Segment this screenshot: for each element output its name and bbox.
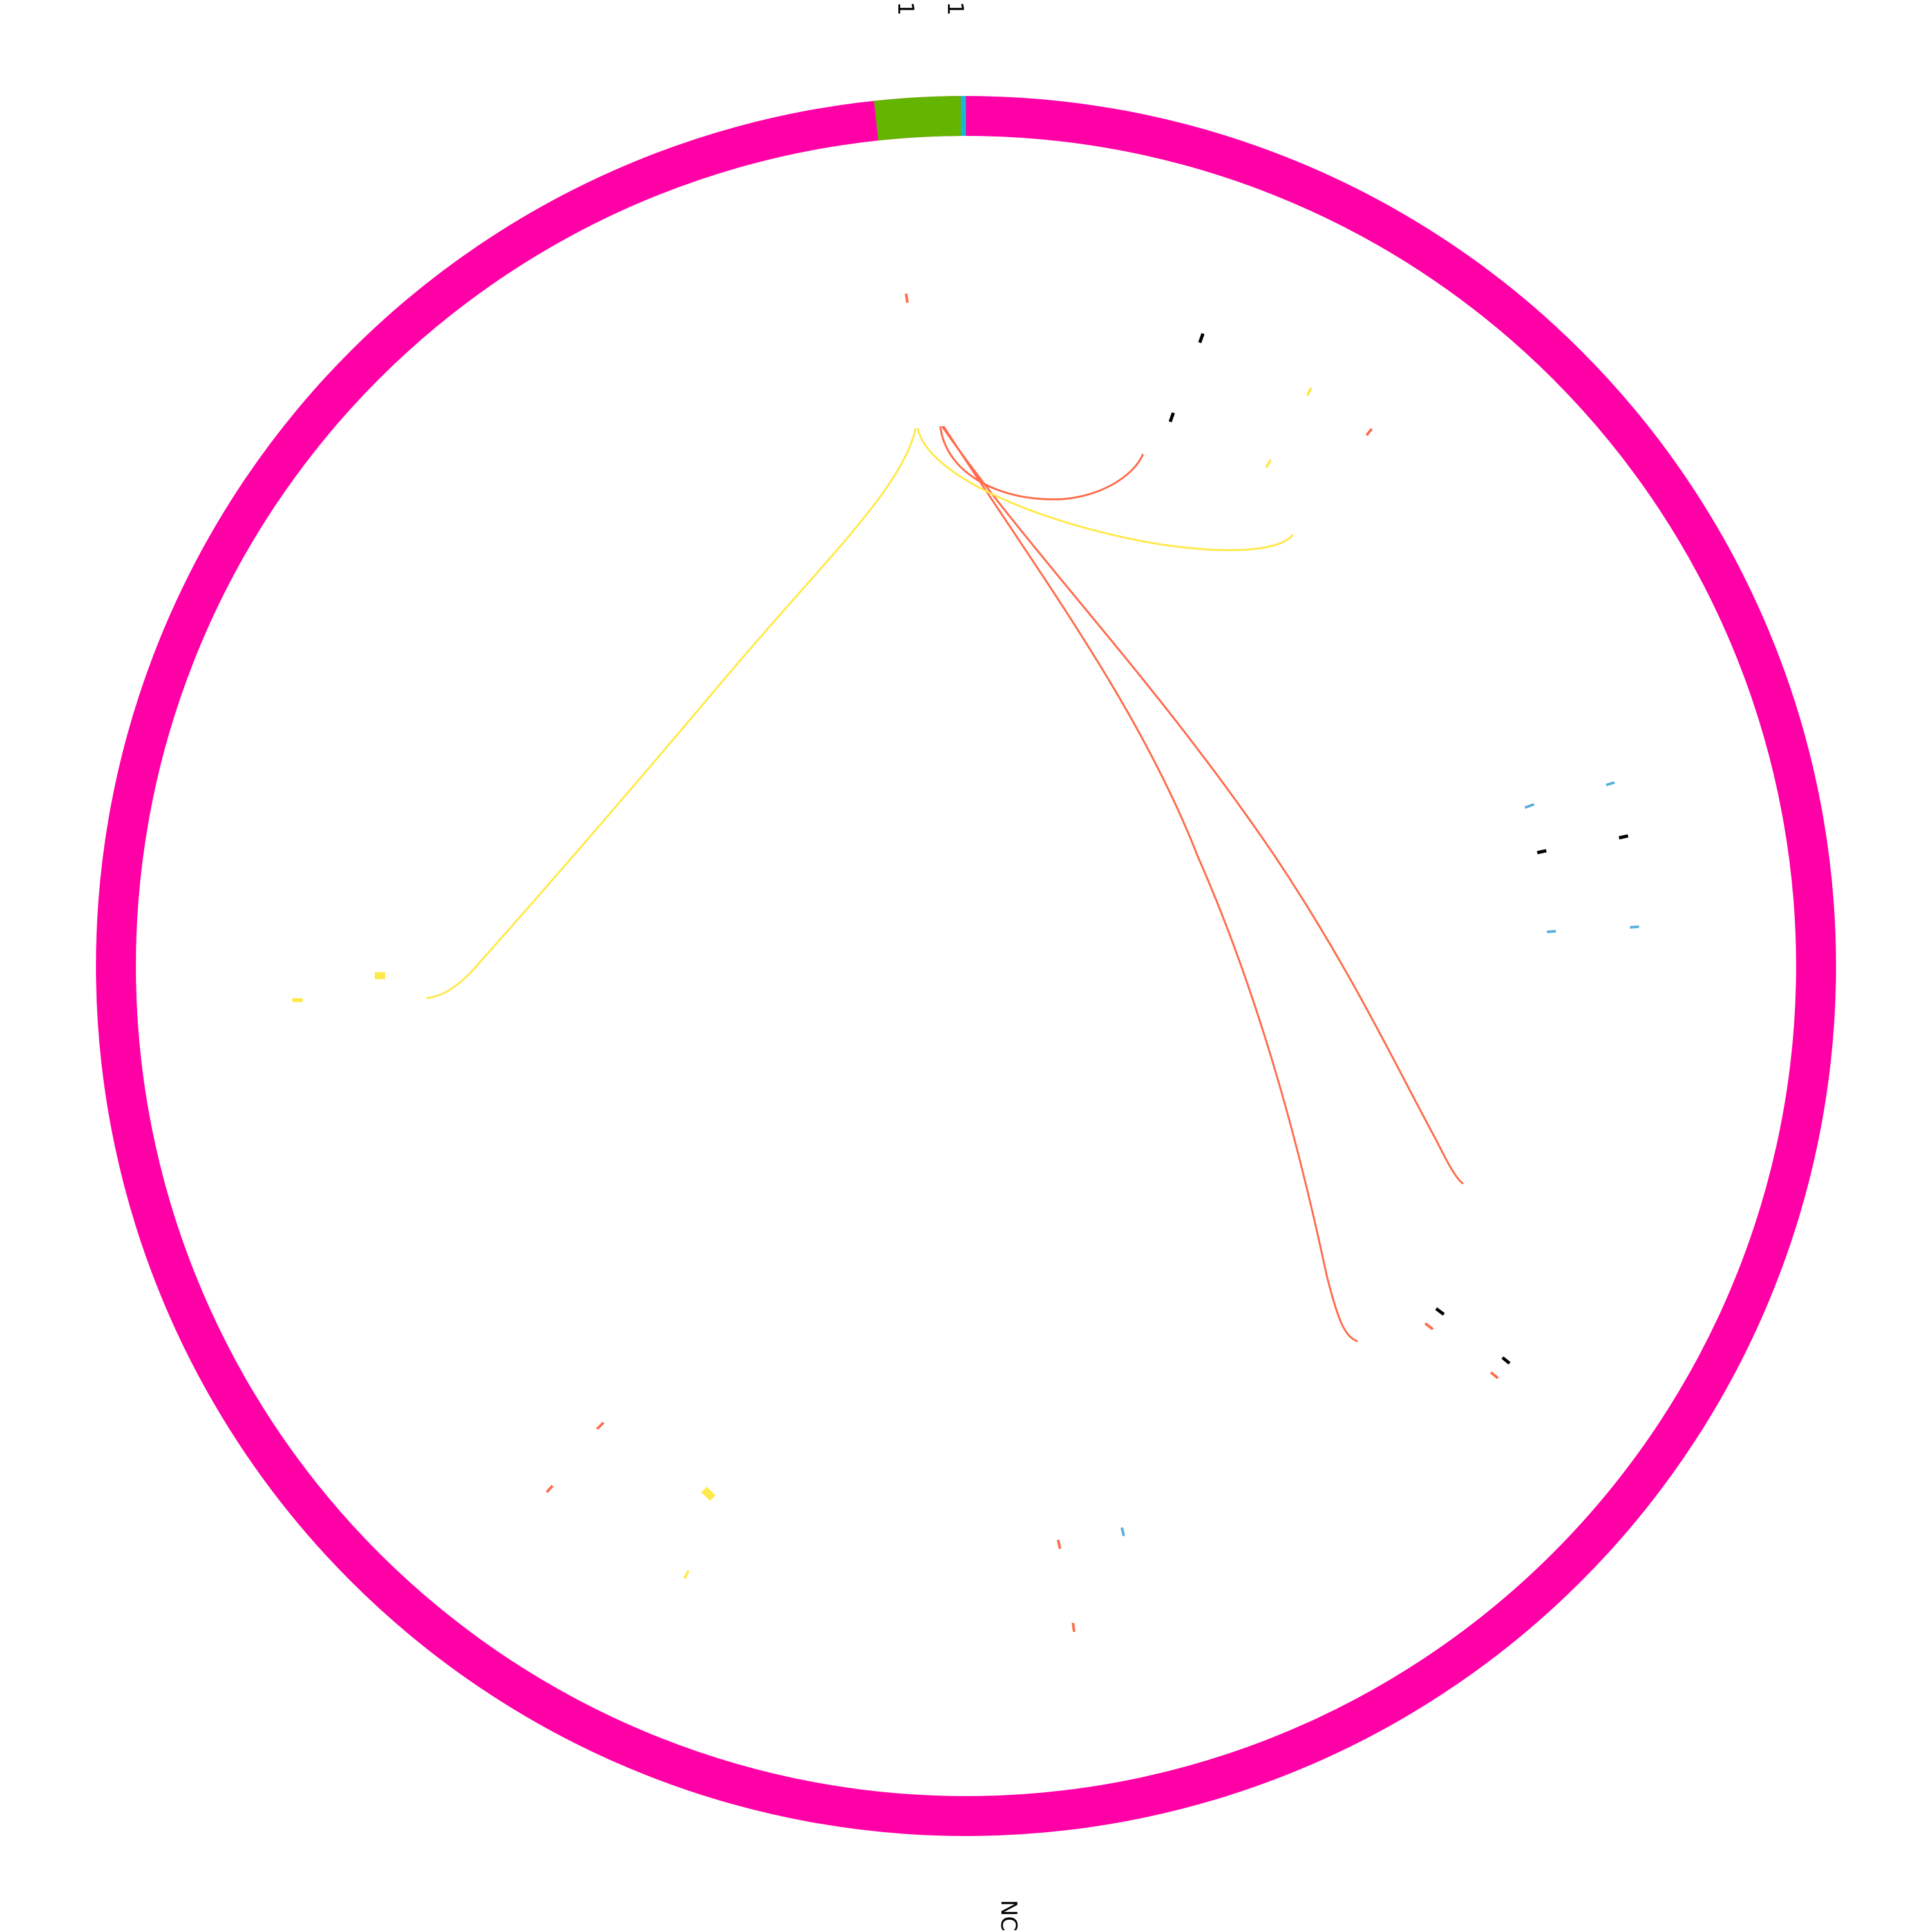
link-orange-long [942,426,1358,1343]
marker-orange [905,293,909,303]
main-sequence-segment [96,96,1836,1836]
marker-black [1618,834,1629,840]
marker-orange [1490,1371,1499,1379]
marker-yellow [1265,459,1272,469]
marker-orange [1424,1322,1434,1331]
link-orange-short [939,426,1144,500]
link-yellow-long [426,428,917,999]
marker-orange [1057,1539,1061,1549]
link-orange-mid [941,426,1464,1185]
link-yellow-short [916,428,1294,551]
marker-blue [1605,781,1615,786]
links [426,426,1464,1343]
marker-black [1435,1307,1445,1316]
marker-orange [596,1421,605,1430]
label-sequence-nc: NC [996,1900,1021,1931]
marker-orange [1365,428,1373,437]
marker-blue [1121,1527,1125,1537]
marker-yellow [1306,387,1312,396]
label-sequence-7-1: 7.1 [942,0,968,15]
marker-blue [1524,803,1535,809]
marker-black [1168,412,1175,422]
marker-black [1501,1356,1511,1365]
marker-black [1198,333,1205,343]
marker-blue [1546,930,1557,933]
marker-yellow [701,1486,716,1501]
ideogram-ring [96,95,1836,1836]
marker-yellow [683,1570,690,1579]
marker-orange [1072,1622,1075,1633]
green-sequence-segment [874,96,961,141]
markers [292,293,1640,1633]
label-sequence-8-1: 8.1 [893,0,918,15]
marker-orange [545,1484,554,1493]
marker-black [1537,849,1547,855]
